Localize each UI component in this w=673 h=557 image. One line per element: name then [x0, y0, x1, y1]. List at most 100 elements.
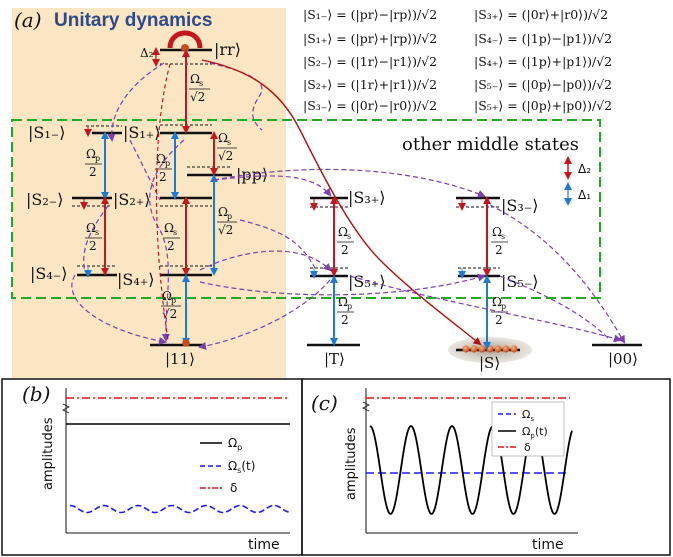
svg-text:Ω: Ω	[492, 295, 502, 309]
svg-text:2: 2	[167, 239, 175, 253]
panel-c-axis-break	[362, 401, 370, 412]
svg-text:p: p	[227, 212, 232, 221]
svg-text:Ω: Ω	[338, 225, 348, 239]
state-T: |T⟩	[324, 350, 345, 368]
svg-text:2: 2	[341, 313, 349, 327]
legend-c-delta: δ	[524, 441, 531, 454]
state-00: |00⟩	[608, 350, 638, 368]
svg-text:Ω: Ω	[338, 295, 348, 309]
def-s1p: |S₁₊⟩ = (|pr⟩+|rp⟩)/√2	[303, 31, 437, 46]
panel-c-xlabel: time	[532, 537, 564, 553]
label-omega-s-2-s3m: Ω s 2	[491, 225, 508, 257]
svg-text:Ω: Ω	[218, 131, 228, 145]
state-11: |11⟩	[165, 350, 195, 368]
label-omega-s-2-s3p: Ω s 2	[337, 225, 354, 257]
svg-text:2: 2	[89, 239, 97, 253]
state-s5m: |S₅₋⟩	[501, 272, 538, 291]
legend-c-omega-s: Ωs	[522, 408, 534, 423]
svg-text:Ω: Ω	[86, 147, 96, 161]
legend-b-delta: δ	[230, 481, 237, 495]
svg-text:s: s	[199, 79, 203, 88]
svg-text:Ω: Ω	[492, 225, 502, 239]
state-s5p: |S₅₊⟩	[348, 272, 385, 291]
panel-b-label: (b)	[22, 382, 50, 406]
label-omega-s-2-left: Ω s 2	[85, 221, 102, 253]
svg-text:√2: √2	[190, 90, 205, 104]
legend-c-omega-p: Ωp(t)	[522, 425, 548, 440]
delta2-legend-label: Δ₂	[578, 162, 591, 176]
panel-c-label: (c)	[311, 391, 338, 415]
legend-b-omega-s: Ωs(t)	[228, 459, 255, 475]
svg-text:Ω: Ω	[156, 152, 166, 166]
svg-text:s: s	[501, 232, 505, 241]
svg-text:Ω: Ω	[218, 205, 228, 219]
state-s4p: |S₄₊⟩	[117, 270, 154, 289]
state-S: |S⟩	[479, 354, 500, 372]
svg-text:p: p	[165, 159, 170, 168]
atom-ensemble	[462, 345, 518, 353]
rr-loop-arrow	[167, 30, 203, 49]
label-omega-p-2-left: Ω p 2	[85, 147, 102, 179]
panel-a-title: Unitary dynamics	[54, 10, 212, 31]
panel-a-label: (a)	[14, 8, 42, 32]
state-s2m: |S₂₋⟩	[26, 190, 63, 209]
def-s2m: |S₂₋⟩ = (|1r⟩−|r1⟩)/√2	[303, 54, 437, 69]
svg-text:√2: √2	[218, 149, 233, 163]
legend-b-omega-p: Ωp	[228, 436, 242, 452]
svg-text:p: p	[501, 302, 506, 311]
label-omega-s-2-mid: Ω s 2	[163, 221, 180, 253]
panel-b-legend: Ωp Ωs(t) δ	[200, 436, 255, 495]
state-s4m: |S₄₋⟩	[30, 264, 67, 283]
unitary-background	[12, 8, 286, 378]
label-omega-s-sqrt2-top: Ω s √2	[189, 72, 210, 104]
svg-text:2: 2	[341, 243, 349, 257]
rr-atom	[181, 44, 189, 52]
svg-text:s: s	[95, 228, 99, 237]
label-omega-p-2-s5p: Ω p 2	[337, 295, 354, 327]
svg-text:p: p	[95, 154, 100, 163]
state-pp: |pp⟩	[236, 165, 268, 184]
state-rr: |rr⟩	[214, 40, 241, 59]
rr-to-11-path	[155, 63, 171, 341]
svg-text:p: p	[347, 302, 352, 311]
def-s4m: |S₄₋⟩ = (|1p⟩−|p1⟩)/√2	[474, 31, 612, 46]
svg-text:Ω: Ω	[164, 221, 174, 235]
panel-b-axis-break	[62, 403, 70, 414]
middle-states-box	[11, 119, 601, 299]
state-definitions: |S₁₋⟩ = (|pr⟩−|rp⟩)/√2 |S₃₊⟩ = (|0r⟩+|r0…	[303, 7, 612, 113]
def-s3p: |S₃₊⟩ = (|0r⟩+|r0⟩)/√2	[474, 7, 608, 22]
svg-text:p: p	[171, 296, 176, 305]
state-s2p: |S₂₊⟩	[113, 190, 150, 209]
label-omega-p-sqrt2-pp: Ω p √2	[217, 205, 237, 237]
panel-c-ylabel: amplitudes	[344, 427, 359, 500]
svg-text:√2: √2	[218, 223, 233, 237]
svg-text:s: s	[227, 138, 231, 147]
panel-b-ylabel: amplitudes	[41, 417, 56, 490]
rr-to-S-path	[201, 59, 482, 346]
svg-text:s: s	[173, 228, 177, 237]
panel-b-omega-s-wave	[69, 504, 290, 514]
delta2-top-label: Δ₂	[140, 46, 154, 60]
def-s4p: |S₄₊⟩ = (|1p⟩+|p1⟩)/√2	[474, 54, 612, 69]
panel-b-xlabel: time	[248, 537, 280, 553]
svg-text:Ω: Ω	[190, 72, 200, 86]
svg-text:2: 2	[495, 313, 503, 327]
def-s5m: |S₅₋⟩ = (|0p⟩−|p0⟩)/√2	[474, 77, 612, 92]
def-s3m: |S₃₋⟩ = (|0r⟩−|r0⟩)/√2	[303, 98, 437, 113]
other-middle-states-label: other middle states	[402, 134, 579, 155]
def-s2p: |S₂₊⟩ = (|1r⟩+|r1⟩)/√2	[303, 77, 437, 92]
state-s1p: |S₁₊⟩	[123, 123, 160, 142]
delta1-legend-label: Δ₁	[578, 188, 591, 202]
state-s1m: |S₁₋⟩	[28, 123, 65, 142]
state-s3p: |S₃₊⟩	[348, 188, 385, 207]
state-s3m: |S₃₋⟩	[501, 196, 538, 215]
svg-text:2: 2	[495, 243, 503, 257]
svg-text:2: 2	[89, 165, 97, 179]
svg-text:s: s	[347, 232, 351, 241]
svg-text:Ω: Ω	[86, 221, 96, 235]
label-omega-s-sqrt2-pp: Ω s √2	[217, 131, 237, 163]
g11-atom	[182, 339, 190, 347]
panel-c-frame	[301, 378, 671, 556]
label-omega-p-2-mid: Ω p 2	[155, 152, 172, 184]
